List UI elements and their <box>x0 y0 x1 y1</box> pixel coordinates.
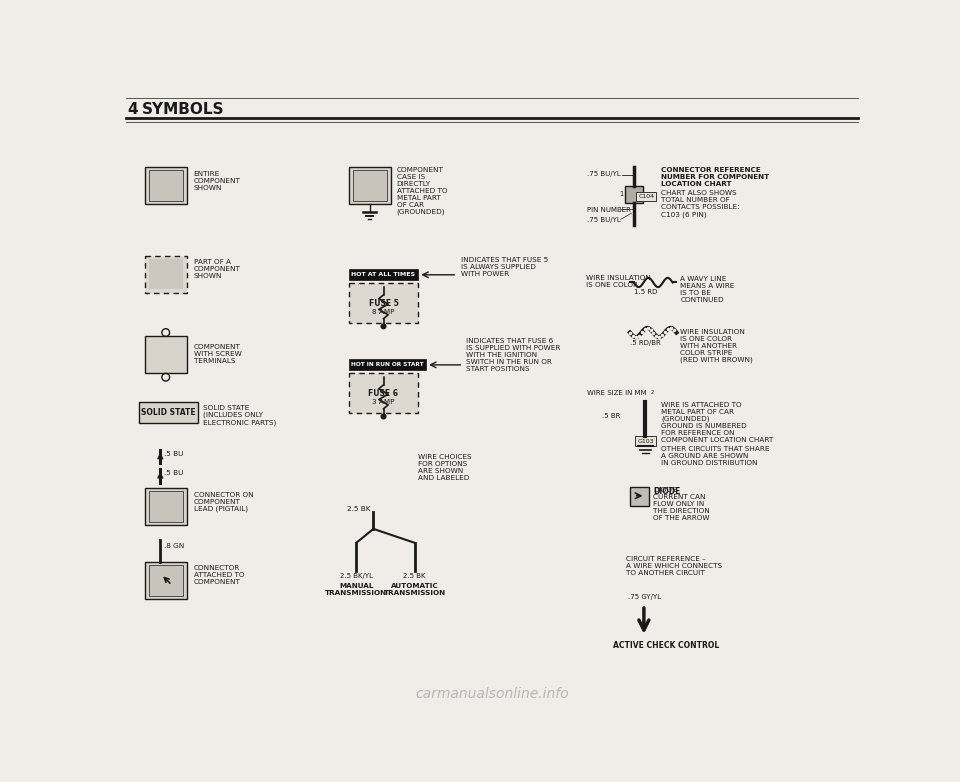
Text: .5 BU: .5 BU <box>164 451 183 457</box>
Bar <box>348 373 419 414</box>
Bar <box>348 270 419 280</box>
Text: COMPONENT
CASE IS
DIRECTLY
ATTACHED TO
METAL PART
OF CAR
(GROUNDED): COMPONENT CASE IS DIRECTLY ATTACHED TO M… <box>396 167 447 216</box>
Bar <box>630 486 649 506</box>
Text: carmanualsonline.info: carmanualsonline.info <box>415 687 569 701</box>
Bar <box>348 283 419 323</box>
Text: WIRE SIZE IN MM: WIRE SIZE IN MM <box>588 390 647 396</box>
Bar <box>145 336 187 373</box>
Bar <box>145 256 187 292</box>
Text: INDICATES THAT FUSE 6
IS SUPPLIED WITH POWER
WITH THE IGNITION
SWITCH IN THE RUN: INDICATES THAT FUSE 6 IS SUPPLIED WITH P… <box>467 338 561 372</box>
Circle shape <box>381 324 386 328</box>
Text: A WAVY LINE
MEANS A WIRE
IS TO BE
CONTINUED: A WAVY LINE MEANS A WIRE IS TO BE CONTIN… <box>681 276 734 303</box>
Text: WIRE INSULATION
IS ONE COLOR: WIRE INSULATION IS ONE COLOR <box>586 274 651 288</box>
Text: CHART ALSO SHOWS
TOTAL NUMBER OF
CONTACTS POSSIBLE:
C103 (6 PIN): CHART ALSO SHOWS TOTAL NUMBER OF CONTACT… <box>660 190 739 217</box>
Text: .8 GN: .8 GN <box>164 543 184 549</box>
Text: CONNECTOR
ATTACHED TO
COMPONENT: CONNECTOR ATTACHED TO COMPONENT <box>194 565 244 585</box>
Bar <box>150 259 182 289</box>
Bar <box>348 167 392 204</box>
Text: ENTIRE
COMPONENT
SHOWN: ENTIRE COMPONENT SHOWN <box>194 170 241 191</box>
Bar <box>636 192 657 201</box>
Text: HOT IN RUN OR START: HOT IN RUN OR START <box>351 362 423 368</box>
Bar <box>139 402 198 423</box>
Text: MANUAL
TRANSMISSION: MANUAL TRANSMISSION <box>325 583 388 596</box>
Bar <box>150 170 182 201</box>
Text: 4: 4 <box>128 102 138 117</box>
Text: PIN NUMBER: PIN NUMBER <box>588 207 632 213</box>
Text: 8 AMP: 8 AMP <box>372 309 395 314</box>
Text: WIRE INSULATION
IS ONE COLOR
WITH ANOTHER
COLOR STRIPE
(RED WITH BROWN): WIRE INSULATION IS ONE COLOR WITH ANOTHE… <box>681 328 753 363</box>
Bar <box>145 167 187 204</box>
Bar <box>353 170 387 201</box>
Text: CIRCUIT REFERENCE –
A WIRE WHICH CONNECTS
TO ANOTHER CIRCUIT: CIRCUIT REFERENCE – A WIRE WHICH CONNECT… <box>626 556 722 576</box>
Bar <box>145 562 187 599</box>
Text: ACTIVE CHECK CONTROL: ACTIVE CHECK CONTROL <box>612 640 719 650</box>
Text: CONNECTOR REFERENCE
NUMBER FOR COMPONENT
LOCATION CHART: CONNECTOR REFERENCE NUMBER FOR COMPONENT… <box>660 167 769 187</box>
Text: .75 BU/YL: .75 BU/YL <box>588 217 621 223</box>
Bar <box>145 488 187 525</box>
Text: 2.5 BK/YL: 2.5 BK/YL <box>340 572 372 579</box>
Text: 3 AMP: 3 AMP <box>372 399 395 405</box>
Text: SYMBOLS: SYMBOLS <box>142 102 225 117</box>
Text: OTHER CIRCUITS THAT SHARE
A GROUND ARE SHOWN
IN GROUND DISTRIBUTION: OTHER CIRCUITS THAT SHARE A GROUND ARE S… <box>660 446 770 466</box>
Text: FUSE 6: FUSE 6 <box>369 389 398 398</box>
Text: WIRE IS ATTACHED TO
METAL PART OF CAR
(GROUNDED)
GROUND IS NUMBERED
FOR REFERENC: WIRE IS ATTACHED TO METAL PART OF CAR (G… <box>660 402 773 443</box>
Text: .5 BR: .5 BR <box>602 414 621 419</box>
Text: 2.5 BK: 2.5 BK <box>347 506 371 511</box>
Text: FUSE 5: FUSE 5 <box>369 299 398 307</box>
Text: COMPONENT
WITH SCREW
TERMINALS: COMPONENT WITH SCREW TERMINALS <box>194 344 241 364</box>
Text: INDICATES THAT FUSE 5
IS ALWAYS SUPPLIED
WITH POWER: INDICATES THAT FUSE 5 IS ALWAYS SUPPLIED… <box>461 257 548 277</box>
Text: PART OF A
COMPONENT
SHOWN: PART OF A COMPONENT SHOWN <box>194 260 241 279</box>
Text: DIODE
CURRENT CAN
FLOW ONLY IN
THE DIRECTION
OF THE ARROW: DIODE CURRENT CAN FLOW ONLY IN THE DIREC… <box>653 486 710 521</box>
Text: AUTOMATIC
TRANSMISSION: AUTOMATIC TRANSMISSION <box>383 583 445 596</box>
Text: SOLID STATE: SOLID STATE <box>141 408 196 417</box>
Bar <box>150 491 182 522</box>
Text: G103: G103 <box>637 439 654 443</box>
Text: DIODE: DIODE <box>653 486 681 496</box>
Bar <box>348 360 426 370</box>
Text: SOLID STATE
(INCLUDES ONLY
ELECTRONIC PARTS): SOLID STATE (INCLUDES ONLY ELECTRONIC PA… <box>203 405 276 426</box>
Text: .5 BU: .5 BU <box>164 470 183 476</box>
Bar <box>150 565 182 596</box>
Text: .5 RD/BR: .5 RD/BR <box>630 340 660 346</box>
Text: HOT AT ALL TIMES: HOT AT ALL TIMES <box>351 272 416 278</box>
Bar <box>625 186 643 203</box>
Text: C104: C104 <box>638 194 655 199</box>
Text: .75 GY/YL: .75 GY/YL <box>629 594 661 601</box>
Text: 1: 1 <box>619 191 623 197</box>
Text: 1.5 RD: 1.5 RD <box>634 289 658 295</box>
Text: 2: 2 <box>651 390 655 395</box>
Text: CONNECTOR ON
COMPONENT
LEAD (PIGTAIL): CONNECTOR ON COMPONENT LEAD (PIGTAIL) <box>194 492 253 512</box>
Bar <box>636 436 657 446</box>
Text: .75 BU/YL: .75 BU/YL <box>588 170 621 177</box>
Circle shape <box>381 414 386 419</box>
Text: 2.5 BK: 2.5 BK <box>403 572 425 579</box>
Text: WIRE CHOICES
FOR OPTIONS
ARE SHOWN
AND LABELED: WIRE CHOICES FOR OPTIONS ARE SHOWN AND L… <box>419 454 472 481</box>
